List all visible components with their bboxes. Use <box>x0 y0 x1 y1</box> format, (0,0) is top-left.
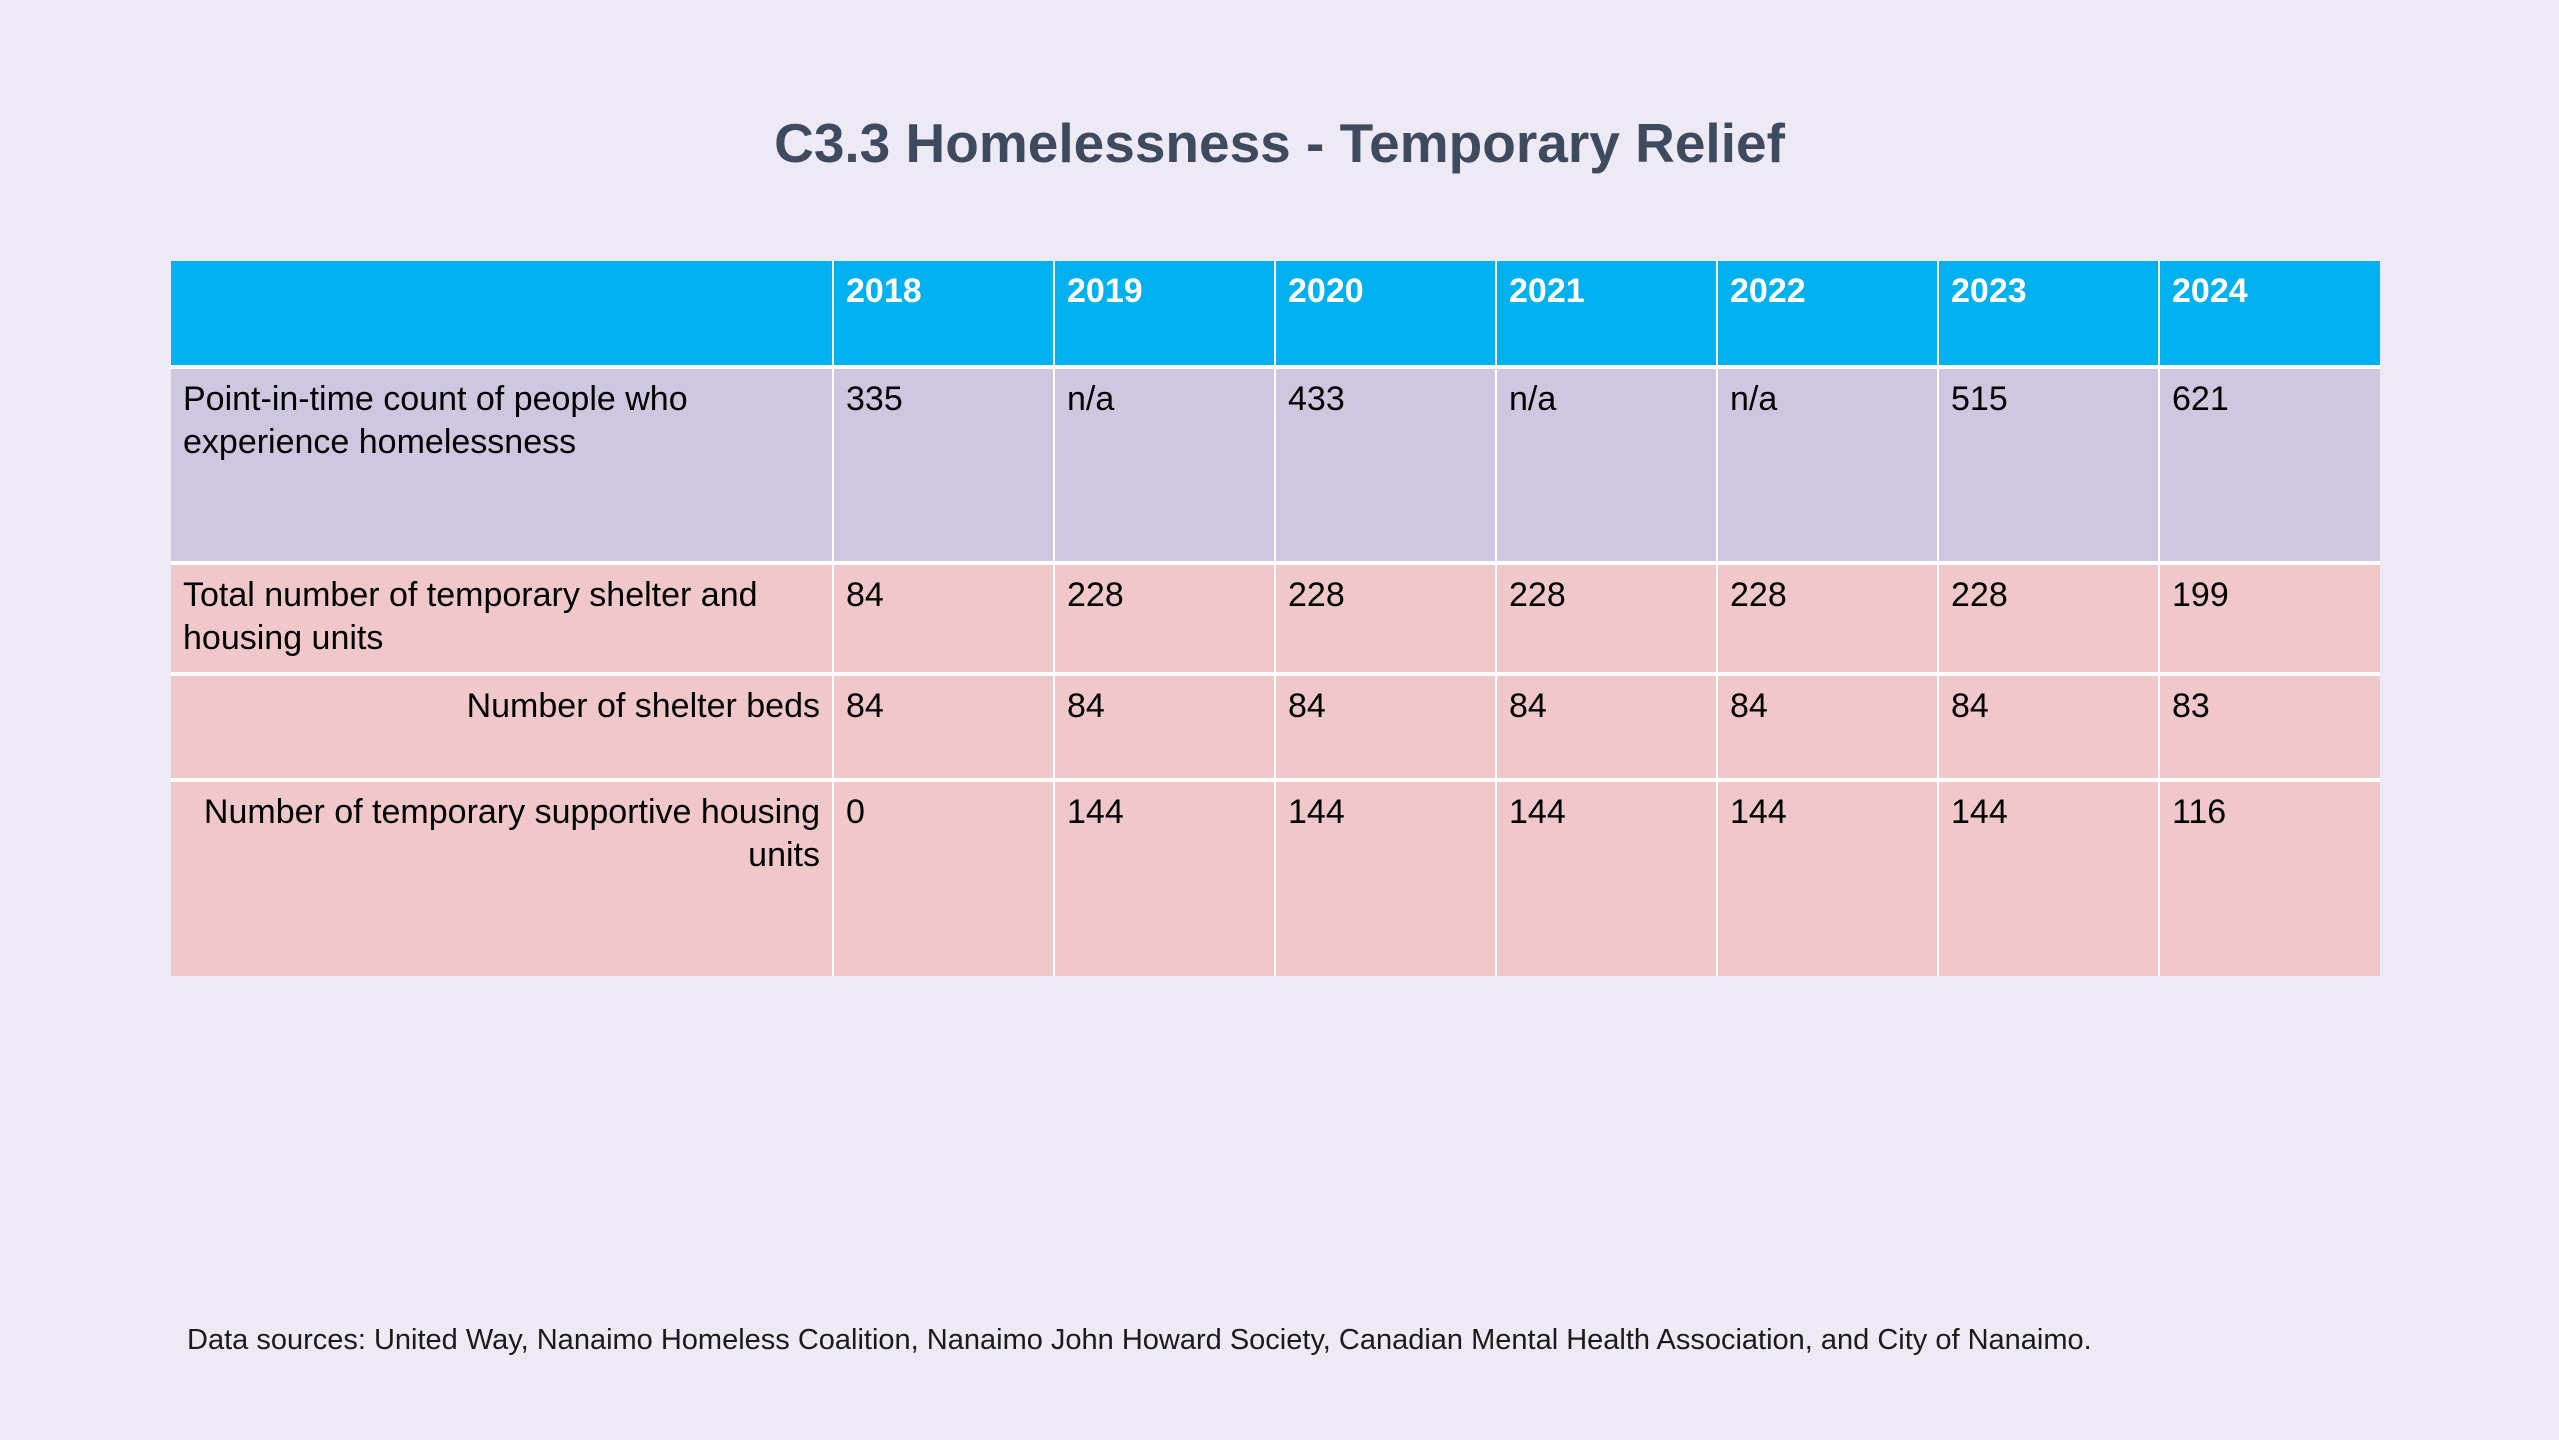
row-label: Point-in-time count of people who experi… <box>171 367 834 563</box>
value-cell-2019: 144 <box>1054 780 1276 976</box>
row-label: Number of temporary supportive housing u… <box>171 780 834 976</box>
value-cell-2023: 515 <box>1938 367 2160 563</box>
value-cell-2023: 228 <box>1938 563 2160 674</box>
year-header-2023: 2023 <box>1938 261 2160 367</box>
table-row-shelter-beds: Number of shelter beds 84 84 84 84 84 84… <box>171 674 2380 780</box>
year-header-2020: 2020 <box>1275 261 1497 367</box>
year-header-2024: 2024 <box>2159 261 2380 367</box>
value-cell-2018: 84 <box>833 563 1055 674</box>
value-cell-2021: n/a <box>1496 367 1718 563</box>
value-cell-2020: 84 <box>1275 674 1497 780</box>
value-cell-2018: 335 <box>833 367 1055 563</box>
table-row-point-in-time-count: Point-in-time count of people who experi… <box>171 367 2380 563</box>
year-header-2021: 2021 <box>1496 261 1718 367</box>
table-row-supportive-housing-units: Number of temporary supportive housing u… <box>171 780 2380 976</box>
row-label: Number of shelter beds <box>171 674 834 780</box>
table-header-row: 2018 2019 2020 2021 2022 2023 2024 <box>171 261 2380 367</box>
value-cell-2022: n/a <box>1717 367 1939 563</box>
value-cell-2022: 84 <box>1717 674 1939 780</box>
value-cell-2020: 144 <box>1275 780 1497 976</box>
year-header-2018: 2018 <box>833 261 1055 367</box>
row-label: Total number of temporary shelter and ho… <box>171 563 834 674</box>
value-cell-2020: 228 <box>1275 563 1497 674</box>
value-cell-2024: 83 <box>2159 674 2380 780</box>
year-header-2019: 2019 <box>1054 261 1276 367</box>
value-cell-2023: 144 <box>1938 780 2160 976</box>
corner-header-cell <box>171 261 834 367</box>
value-cell-2019: n/a <box>1054 367 1276 563</box>
table-row-total-units: Total number of temporary shelter and ho… <box>171 563 2380 674</box>
value-cell-2022: 228 <box>1717 563 1939 674</box>
value-cell-2020: 433 <box>1275 367 1497 563</box>
table-container: 2018 2019 2020 2021 2022 2023 2024 Point… <box>171 261 2380 976</box>
year-header-2022: 2022 <box>1717 261 1939 367</box>
homelessness-data-table: 2018 2019 2020 2021 2022 2023 2024 Point… <box>171 261 2380 976</box>
value-cell-2019: 228 <box>1054 563 1276 674</box>
value-cell-2024: 116 <box>2159 780 2380 976</box>
value-cell-2023: 84 <box>1938 674 2160 780</box>
value-cell-2021: 84 <box>1496 674 1718 780</box>
value-cell-2021: 228 <box>1496 563 1718 674</box>
data-sources-note: Data sources: United Way, Nanaimo Homele… <box>187 1324 2092 1356</box>
value-cell-2021: 144 <box>1496 780 1718 976</box>
value-cell-2018: 84 <box>833 674 1055 780</box>
value-cell-2022: 144 <box>1717 780 1939 976</box>
value-cell-2024: 621 <box>2159 367 2380 563</box>
value-cell-2024: 199 <box>2159 563 2380 674</box>
page-title: C3.3 Homelessness - Temporary Relief <box>774 112 1785 174</box>
value-cell-2019: 84 <box>1054 674 1276 780</box>
value-cell-2018: 0 <box>833 780 1055 976</box>
